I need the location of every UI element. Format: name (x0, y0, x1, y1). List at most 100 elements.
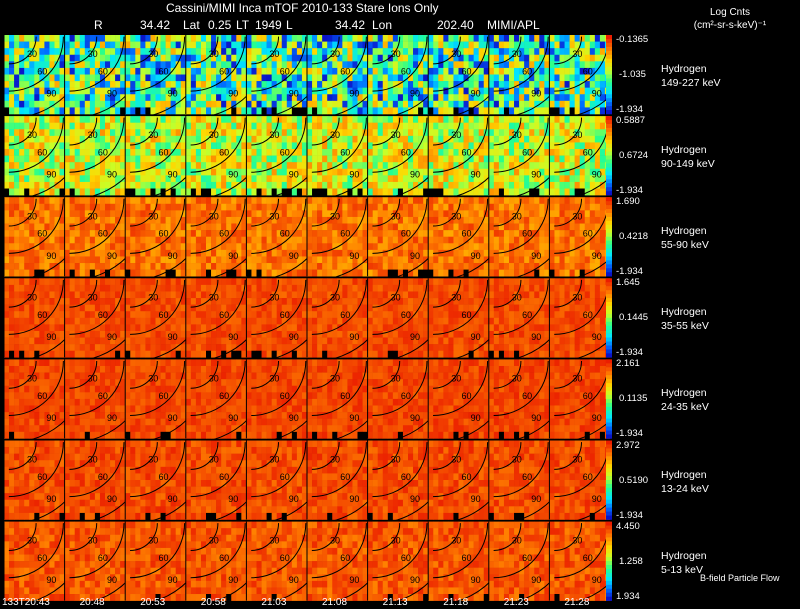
heatmap-cell (418, 107, 424, 115)
heatmap-cell (483, 122, 490, 130)
heatmap-cell (185, 243, 192, 251)
heatmap-cell (241, 155, 247, 163)
heatmap-cell (514, 203, 520, 211)
heatmap-cell (29, 35, 35, 42)
heatmap-cell (539, 230, 545, 237)
heatmap-cell (463, 203, 469, 211)
heatmap-cell (79, 142, 86, 150)
heatmap-cell (549, 61, 555, 69)
heatmap-cell (180, 122, 187, 130)
heatmap-cell (473, 243, 479, 251)
heatmap-cell (125, 188, 131, 196)
contour-line (372, 117, 428, 173)
heatmap-cell (332, 100, 338, 108)
heatmap-cell (488, 216, 495, 224)
heatmap-cell (140, 122, 146, 130)
heatmap-cell (79, 249, 86, 257)
heatmap-cell (120, 278, 126, 286)
heatmap-cell (99, 298, 106, 305)
heatmap-cell (413, 168, 419, 176)
heatmap-cell (352, 181, 358, 189)
heatmap-cell (382, 210, 389, 218)
heatmap-cell (145, 236, 151, 244)
heatmap-cell (79, 263, 86, 270)
heatmap-cell (327, 263, 333, 270)
heatmap-cell (392, 74, 399, 82)
heatmap-cell (4, 162, 10, 170)
heatmap-cell (49, 278, 55, 286)
heatmap-cell (377, 210, 384, 218)
heatmap-cell (524, 116, 530, 123)
heatmap-cell (195, 87, 202, 95)
heatmap-cell (110, 216, 116, 224)
heatmap-cell (569, 100, 575, 108)
heatmap-cell (195, 230, 202, 237)
heatmap-cell (453, 61, 459, 69)
heatmap-cell (367, 263, 373, 270)
heatmap-cell (180, 188, 187, 196)
heatmap-cell (54, 168, 60, 176)
heatmap-cell (160, 122, 166, 130)
heatmap-cell (382, 236, 389, 244)
units-title: Log Cnts (cm²-sr-s-keV)⁻¹ (660, 6, 800, 32)
heatmap-cell (211, 61, 217, 69)
heatmap-cell (332, 155, 338, 163)
heatmap-cell (206, 181, 212, 189)
heatmap-cell (397, 249, 404, 257)
heatmap-cell (418, 168, 424, 176)
heatmap-cell (347, 216, 353, 224)
heatmap-cell (226, 87, 232, 95)
heatmap-cell (231, 249, 237, 257)
heatmap-cell (99, 54, 106, 62)
heatmap-cell (49, 142, 55, 150)
heatmap-cell (337, 155, 343, 163)
heatmap-cell (387, 162, 394, 170)
heatmap-cell (579, 197, 586, 205)
heatmap-cell (402, 100, 409, 108)
heatmap-cell (155, 188, 161, 196)
heatmap-cell (105, 350, 111, 358)
heatmap-cell (145, 230, 151, 237)
heatmap-cell (438, 256, 444, 264)
heatmap-cell (367, 122, 373, 130)
heatmap-cell (382, 256, 389, 264)
heatmap-cell (503, 116, 510, 123)
heatmap-cell (357, 142, 363, 150)
contour-label: 90 (289, 170, 299, 180)
heatmap-cell (160, 162, 166, 170)
heatmap-cell (413, 67, 419, 75)
heatmap-cell (150, 188, 156, 196)
heatmap-cell (110, 256, 116, 264)
heatmap-cell (34, 100, 40, 108)
heatmap-cell (190, 48, 197, 56)
heatmap-cell (332, 197, 338, 205)
heatmap-cell (468, 35, 474, 42)
heatmap-cell (423, 87, 429, 95)
heatmap-cell (49, 330, 55, 338)
heatmap-cell (89, 175, 96, 183)
heatmap-cell (347, 269, 353, 277)
heatmap-cell (34, 284, 40, 292)
heatmap-cell (372, 61, 378, 69)
heatmap-cell (367, 48, 373, 56)
colorbar-segment (606, 228, 612, 234)
heatmap-cell (468, 216, 474, 224)
heatmap-cell (554, 81, 560, 88)
heatmap-cell (256, 74, 262, 82)
heatmap-cell (519, 142, 525, 150)
heatmap-cell (382, 203, 389, 211)
heatmap-cell (84, 317, 91, 325)
colorbar-segment (606, 197, 612, 202)
heatmap-cell (468, 263, 474, 270)
colorbar-segment (606, 187, 612, 192)
heatmap-cell (115, 162, 121, 170)
heatmap-cell (216, 223, 222, 231)
heatmap-cell (9, 317, 15, 325)
heatmap-cell (327, 41, 333, 49)
heatmap-cell (367, 188, 373, 196)
heatmap-cell (498, 223, 505, 231)
heatmap-cell (468, 94, 474, 102)
heatmap-cell (301, 155, 308, 163)
contour-label: 30 (148, 130, 158, 140)
heatmap-cell (362, 210, 368, 218)
